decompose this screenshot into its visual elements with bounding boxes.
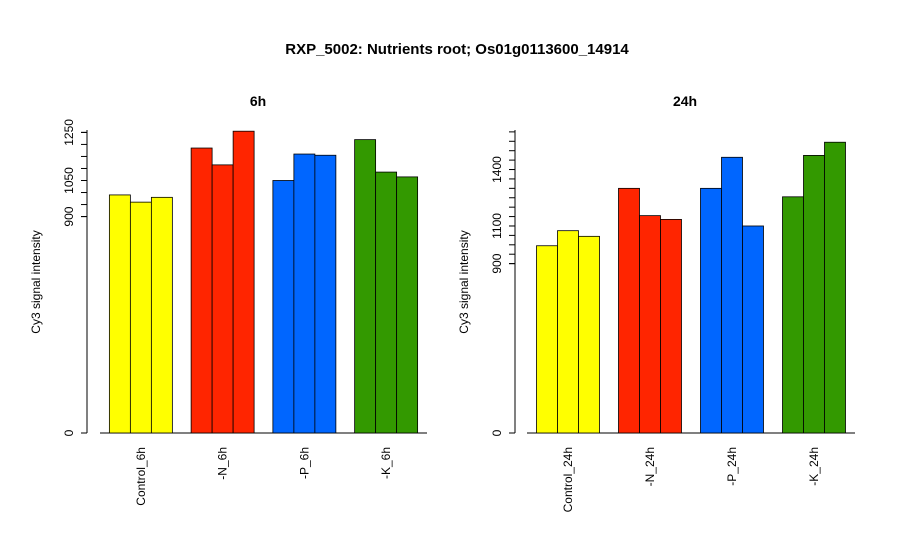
y-tick-label: 1400 [490,156,504,183]
x-category-label: -P_6h [297,447,311,479]
bar-Control_6h-rep1 [108,194,131,434]
x-category-label: -K_6h [379,447,393,479]
bar--P_24h-rep2 [721,156,743,434]
bar--N_24h-rep2 [639,215,661,434]
bar--P_6h-rep1 [272,180,295,434]
x-category-label: -N_24h [643,447,657,486]
bar--K_24h-rep2 [803,155,825,434]
bar-Control_24h-rep3 [578,235,600,434]
y-tick-label: 1100 [490,213,504,239]
bar--P_6h-rep2 [293,153,316,434]
y-axis-label: Cy3 signal intensity [457,230,471,333]
chart-panel-24h: 24h Cy3 signal intensity 0 900 1100 1400 Contr… [457,93,855,512]
bar--K_6h-rep2 [375,171,398,434]
bar--P_6h-rep3 [314,154,337,434]
x-category-label: -K_24h [807,447,821,486]
x-category-label: Control_24h [561,447,575,512]
panel-title: 24h [673,93,697,109]
bar--N_6h-rep2 [211,164,234,434]
bar-Control_24h-rep1 [536,245,558,434]
y-tick-label: 1050 [62,167,76,194]
y-axis-label: Cy3 signal intensity [29,230,43,333]
bar--N_24h-rep1 [618,187,640,434]
main-title: RXP_5002: Nutrients root; Os01g0113600_1… [285,41,629,58]
chart-panel-6h: 6h Cy3 signal intensity 0 900 1050 1250 Contro… [29,93,427,506]
bar--N_24h-rep3 [660,218,682,434]
y-tick-label: 900 [490,253,504,273]
bar--K_6h-rep1 [354,139,377,434]
bar--K_24h-rep1 [782,196,804,434]
x-category-label: Control_6h [134,447,148,506]
panel-title: 6h [250,93,266,109]
x-category-label: -P_24h [725,447,739,486]
bar--K_24h-rep3 [824,141,846,434]
y-tick-label: 0 [62,429,76,436]
bar-Control_6h-rep2 [129,201,152,434]
y-tick-label: 1250 [62,119,76,146]
bar-Control_24h-rep2 [557,230,579,434]
bar--P_24h-rep3 [742,225,764,434]
bar--N_6h-rep1 [190,147,213,434]
y-tick-label: 900 [62,206,76,226]
bar--P_24h-rep1 [700,187,722,434]
y-tick-label: 0 [490,429,504,436]
bar--K_6h-rep3 [396,176,419,434]
bar-Control_6h-rep3 [150,196,173,434]
x-category-label: -N_6h [216,447,230,480]
bar--N_6h-rep3 [232,130,255,434]
